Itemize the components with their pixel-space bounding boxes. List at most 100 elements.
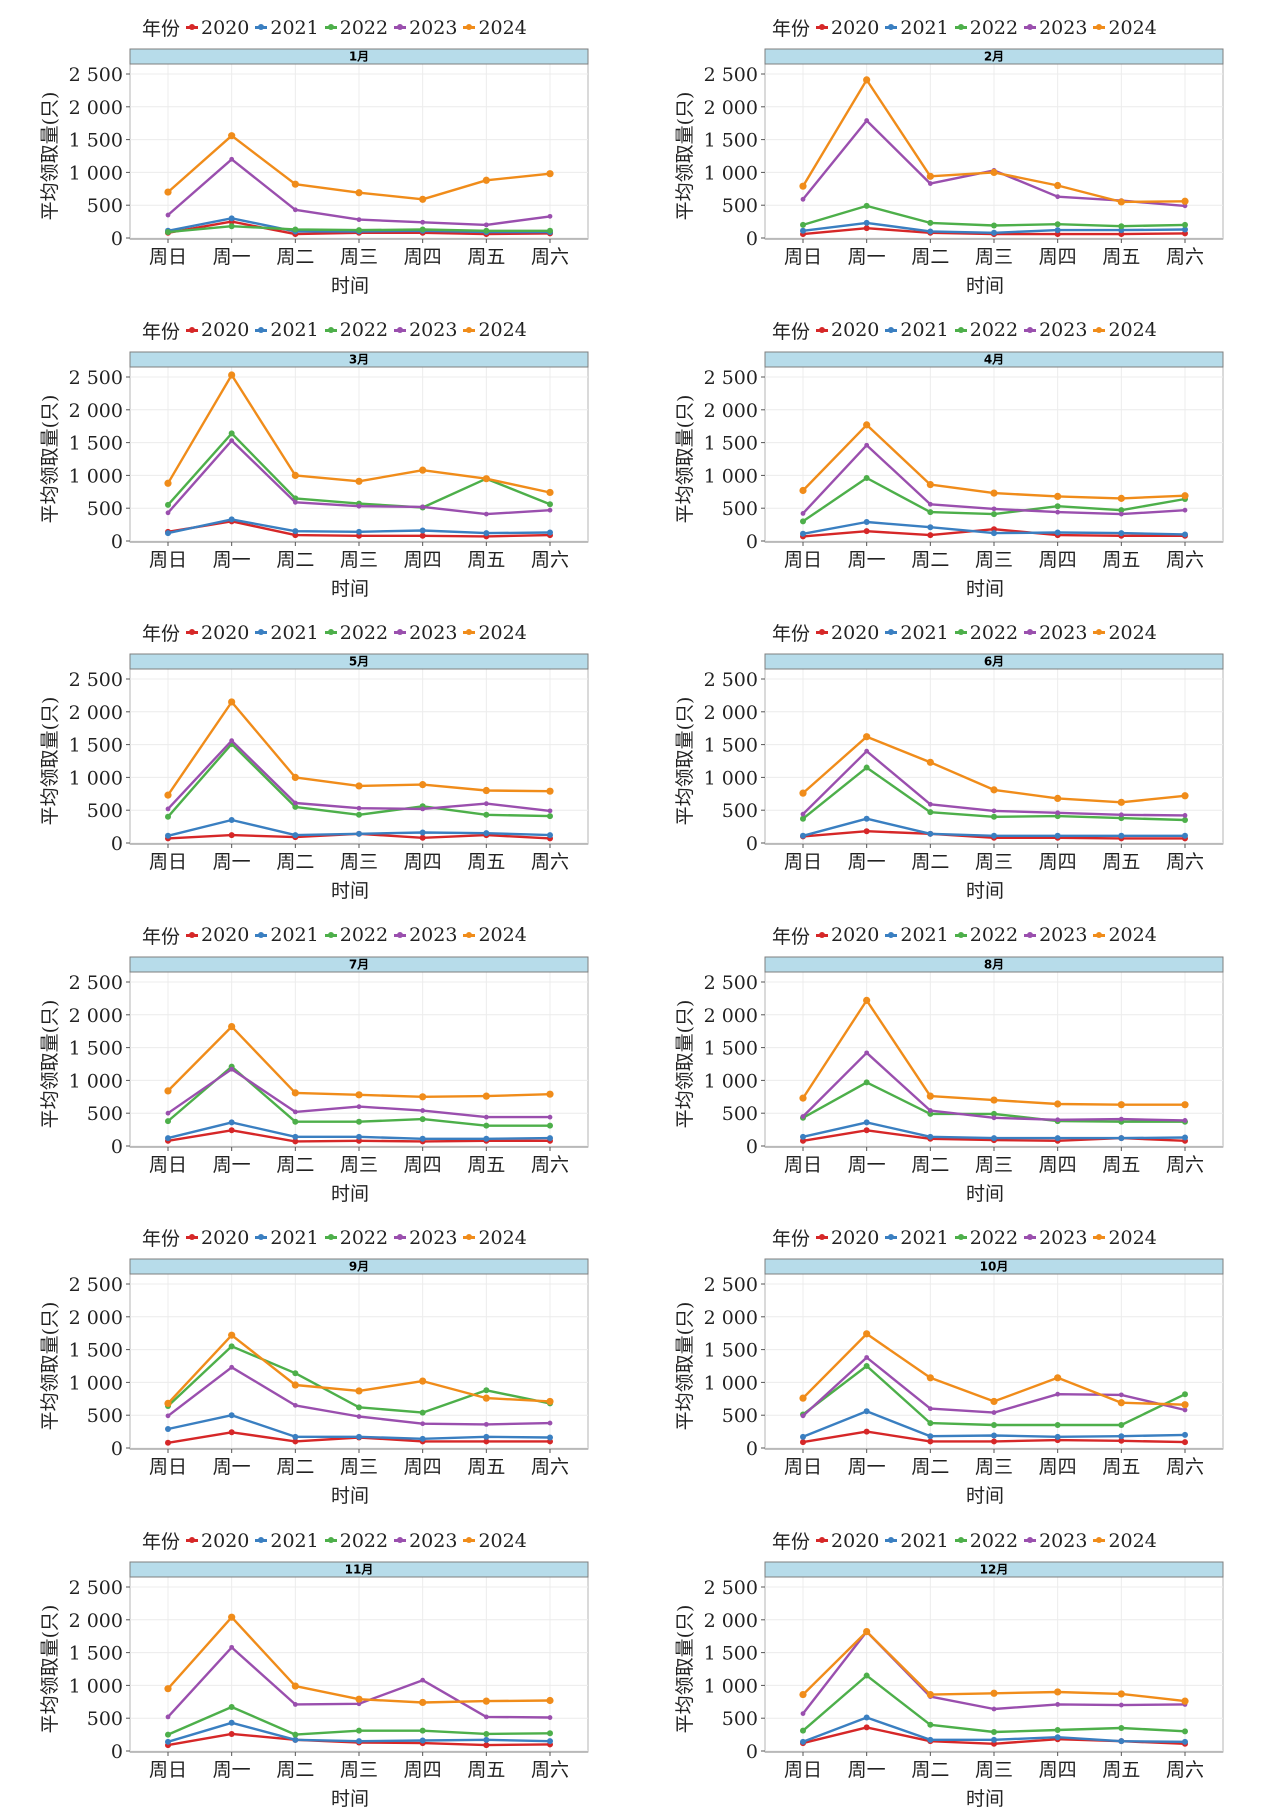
chart-panel-8: 年份 2020 2021 2022 2023 2024 8月 0 500 1 000 1 500 2 … — [635, 908, 1270, 1210]
legend-label: 2023 — [1039, 1226, 1088, 1249]
legend-label: 2022 — [969, 621, 1019, 644]
data-point — [1118, 1438, 1125, 1445]
y-axis-title: 平均领取量(只) — [674, 999, 696, 1128]
data-point — [419, 527, 426, 534]
data-point — [292, 800, 298, 806]
data-point — [863, 828, 870, 835]
y-tick-label: 0 — [111, 833, 123, 855]
legend-label: 2022 — [339, 16, 389, 39]
data-point — [292, 1403, 298, 1409]
data-point — [926, 172, 934, 180]
data-point — [863, 1408, 870, 1415]
x-tick-label: 周日 — [149, 1759, 187, 1781]
legend-item-2024: 2024 — [1093, 622, 1157, 644]
data-point — [799, 789, 807, 797]
data-point — [482, 1092, 490, 1100]
x-tick-label: 周三 — [975, 1154, 1013, 1176]
legend: 年份 2020 2021 2022 2023 2024 — [142, 317, 533, 344]
y-tick-label: 0 — [111, 228, 123, 250]
data-point — [991, 1706, 997, 1712]
legend-label: 2022 — [969, 1529, 1019, 1552]
legend-label: 2024 — [1108, 1529, 1157, 1552]
data-point — [800, 227, 806, 234]
facet-strip — [764, 1258, 1224, 1275]
legend-swatch-icon — [186, 1537, 199, 1543]
legend-item-2020: 2020 — [816, 1227, 879, 1249]
x-tick-label: 周四 — [1039, 246, 1077, 268]
data-point — [863, 527, 870, 534]
data-point — [991, 1410, 997, 1416]
data-point — [927, 1107, 933, 1113]
legend-item-2021: 2021 — [885, 622, 949, 644]
legend-item-2023: 2023 — [394, 1530, 457, 1552]
data-point — [800, 1711, 806, 1717]
legend-label: 2021 — [900, 924, 949, 947]
legend-item-2023: 2023 — [1024, 1227, 1087, 1249]
x-axis-title: 时间 — [966, 275, 1004, 297]
legend-label: 2024 — [478, 924, 527, 947]
legend: 年份 2020 2021 2022 2023 2024 — [772, 1527, 1163, 1554]
x-tick-label: 周五 — [1102, 246, 1140, 268]
legend-label: 2024 — [1108, 16, 1157, 39]
data-point — [1054, 1374, 1062, 1382]
y-tick-label: 1 000 — [704, 1675, 758, 1697]
legend-label: 2020 — [831, 1529, 880, 1552]
data-point — [228, 371, 236, 379]
x-tick-label: 周二 — [911, 1456, 949, 1478]
data-point — [228, 515, 235, 522]
y-tick-label: 1 000 — [69, 162, 123, 184]
legend-label: 2021 — [900, 1226, 949, 1249]
data-point — [991, 832, 997, 839]
line-chart: 9月 0 500 1 000 1 500 2 000 2 500 周日 周一 周二 周三 周四 周五 周六… — [39, 1258, 589, 1507]
data-point — [800, 832, 806, 839]
series-2024 — [164, 132, 554, 203]
legend-swatch-icon — [885, 931, 898, 938]
y-tick-label: 0 — [746, 1741, 758, 1763]
series-2021 — [800, 1714, 1188, 1745]
data-point — [356, 1118, 362, 1125]
data-point — [292, 527, 299, 534]
x-tick-label: 周一 — [848, 851, 886, 873]
data-point — [165, 529, 171, 536]
data-point — [292, 1133, 299, 1140]
x-axis-title: 时间 — [331, 1485, 369, 1507]
x-tick-label: 周五 — [467, 1759, 505, 1781]
data-point — [800, 1439, 806, 1446]
y-axis-title: 平均领取量(只) — [674, 394, 696, 523]
legend-item-2022: 2022 — [954, 1227, 1018, 1249]
data-point — [165, 1440, 171, 1447]
data-point — [1117, 494, 1125, 502]
x-tick-label: 周二 — [911, 1154, 949, 1176]
data-point — [800, 517, 806, 524]
y-tick-label: 2 000 — [704, 399, 758, 421]
legend-swatch-icon — [1093, 326, 1106, 333]
data-point — [356, 1434, 362, 1441]
data-point — [863, 996, 871, 1004]
data-point — [926, 1092, 934, 1100]
facet-strip — [129, 653, 589, 670]
data-point — [799, 486, 807, 494]
series-2024 — [164, 1022, 554, 1101]
data-point — [1118, 1392, 1124, 1398]
x-tick-label: 周四 — [404, 1154, 442, 1176]
data-point — [1118, 511, 1124, 517]
data-point — [483, 1438, 490, 1445]
legend-label: 2022 — [339, 1529, 389, 1552]
legend-swatch-icon — [463, 629, 476, 636]
data-point — [1182, 1117, 1188, 1123]
data-point — [419, 829, 426, 836]
x-tick-label: 周六 — [531, 1456, 569, 1478]
x-tick-label: 周日 — [784, 246, 822, 268]
data-point — [800, 1727, 806, 1734]
y-tick-label: 500 — [722, 498, 758, 520]
data-point — [927, 831, 934, 838]
x-tick-label: 周二 — [276, 1759, 314, 1781]
legend-label: 2024 — [478, 1226, 527, 1249]
legend-label: 2020 — [201, 16, 250, 39]
legend-item-2021: 2021 — [255, 319, 319, 341]
facet-title: 12月 — [980, 1563, 1009, 1577]
facet-strip — [129, 956, 589, 973]
data-point — [1054, 221, 1061, 228]
legend-swatch-icon — [816, 1537, 829, 1543]
data-point — [1181, 1100, 1189, 1109]
